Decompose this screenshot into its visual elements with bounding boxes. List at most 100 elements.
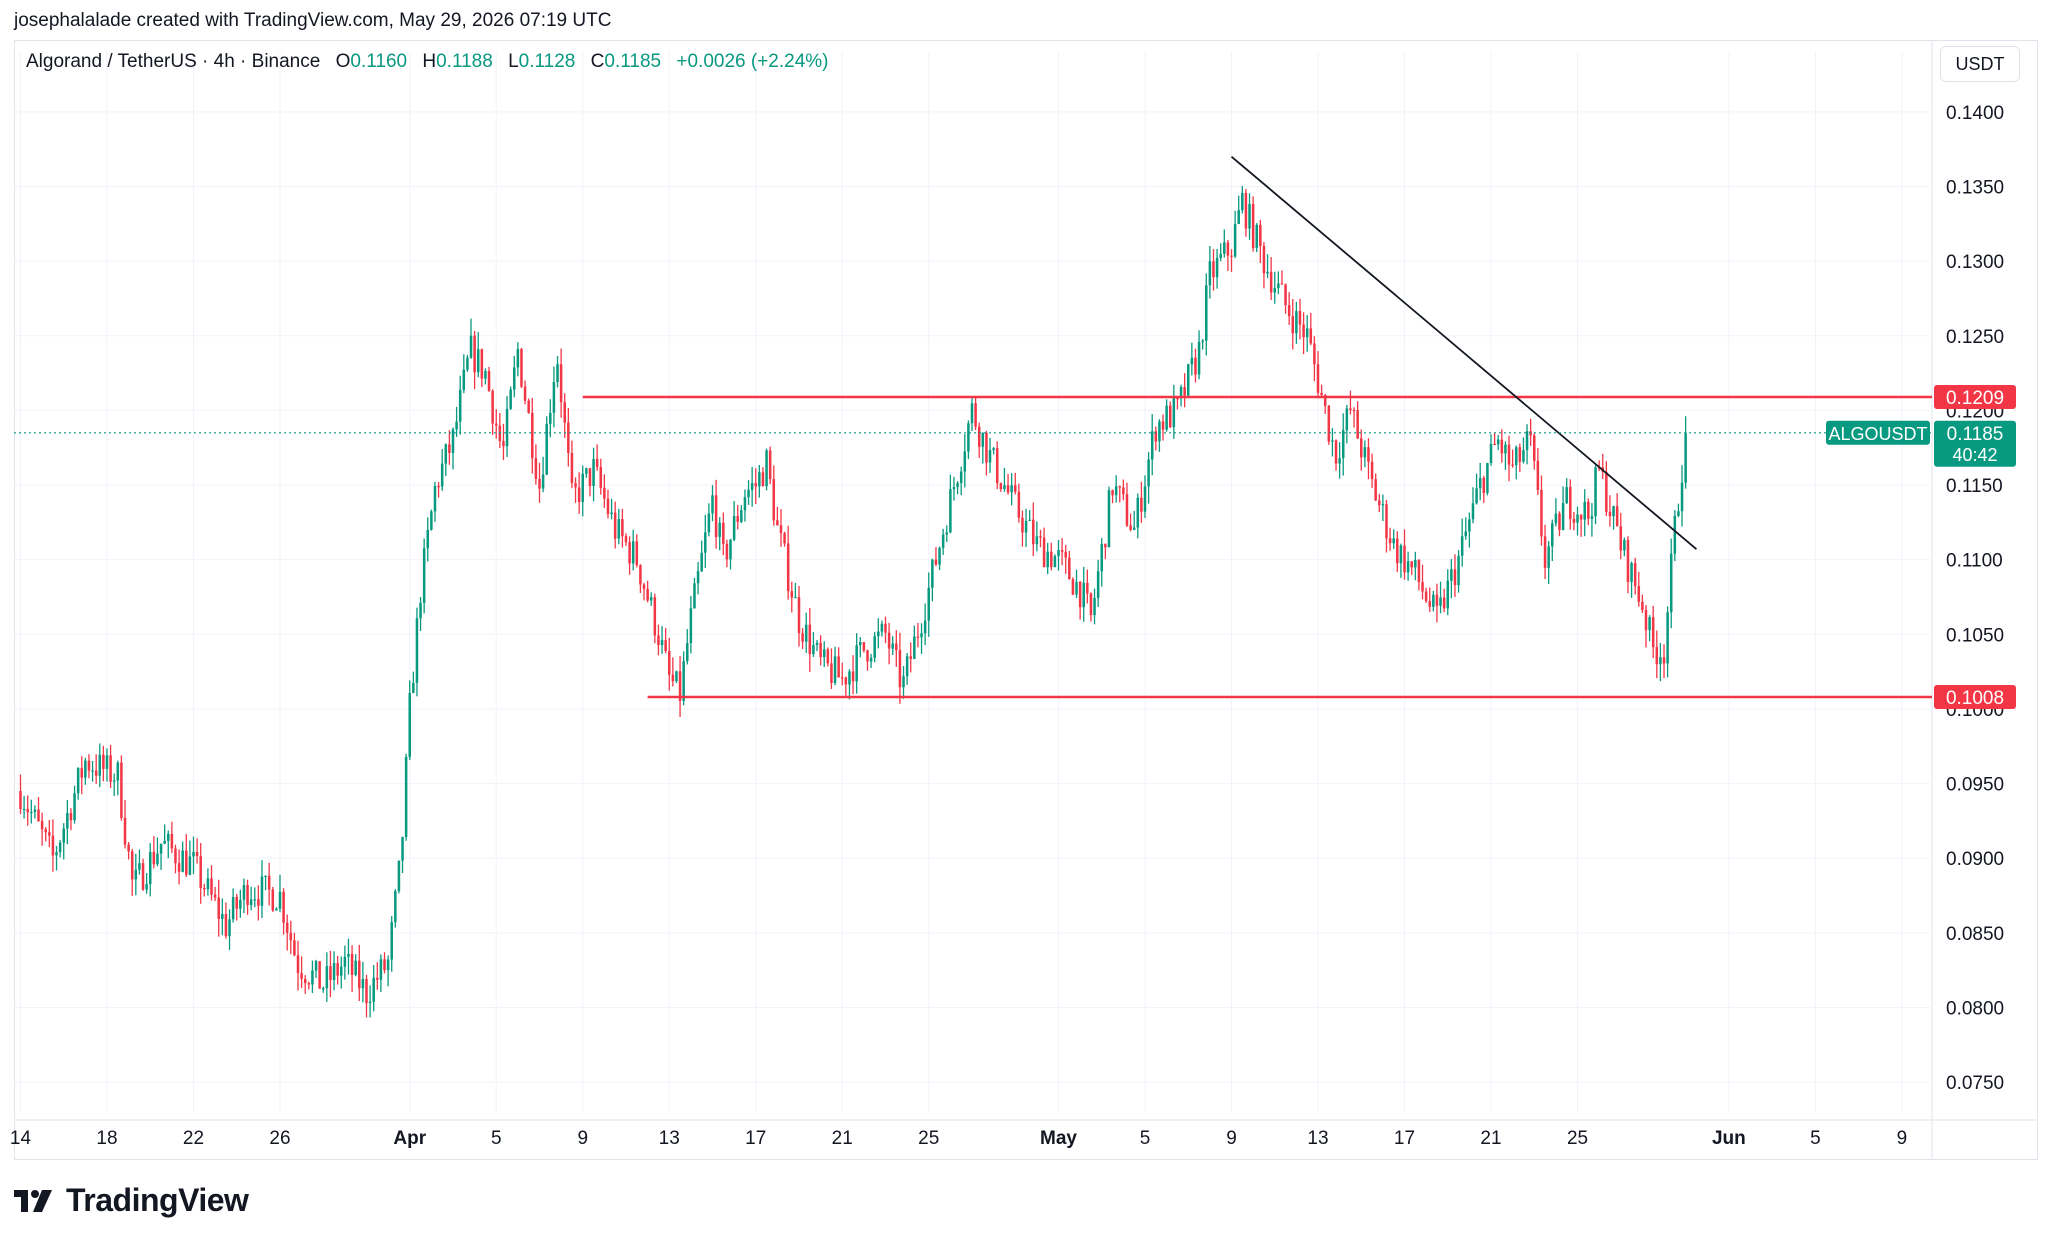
candle-body[interactable] (873, 636, 876, 658)
candle-body[interactable] (808, 624, 812, 655)
candle-body[interactable] (1341, 430, 1345, 459)
candle-body[interactable] (408, 692, 412, 757)
candle-body[interactable] (1673, 515, 1677, 554)
candle-body[interactable] (1154, 431, 1158, 442)
candle-body[interactable] (1050, 551, 1053, 568)
candle-body[interactable] (1089, 593, 1093, 616)
candle-body[interactable] (148, 851, 152, 885)
candle-body[interactable] (513, 367, 516, 390)
candle-body[interactable] (66, 813, 69, 829)
candle-body[interactable] (574, 483, 577, 488)
candle-body[interactable] (549, 412, 552, 424)
candle-body[interactable] (130, 851, 134, 880)
candle-body[interactable] (98, 754, 102, 776)
candle-body[interactable] (1525, 431, 1529, 451)
candle-body[interactable] (981, 432, 985, 447)
candle-body[interactable] (1082, 582, 1085, 608)
candle-body[interactable] (1338, 458, 1341, 464)
candle-body[interactable] (1122, 487, 1125, 495)
candle-body[interactable] (419, 602, 422, 619)
candle-body[interactable] (491, 390, 494, 424)
candle-body[interactable] (1659, 657, 1662, 665)
candle-body[interactable] (116, 762, 120, 781)
candle-body[interactable] (934, 559, 938, 565)
candle-body[interactable] (1035, 536, 1039, 545)
candle-body[interactable] (1587, 501, 1590, 519)
candle-body[interactable] (134, 869, 138, 880)
candle-body[interactable] (729, 539, 732, 560)
candle-body[interactable] (1356, 410, 1359, 439)
candle-body[interactable] (1514, 447, 1518, 466)
candle-body[interactable] (1183, 387, 1186, 396)
candle-body[interactable] (1032, 519, 1035, 545)
candle-body[interactable] (1651, 617, 1655, 648)
candle-body[interactable] (794, 597, 797, 599)
candle-body[interactable] (880, 623, 884, 632)
candle-body[interactable] (887, 632, 891, 649)
candle-body[interactable] (1068, 557, 1071, 580)
candle-body[interactable] (26, 808, 29, 813)
candle-body[interactable] (44, 829, 47, 833)
candle-body[interactable] (181, 850, 184, 872)
candle-body[interactable] (394, 891, 397, 923)
candle-body[interactable] (959, 471, 963, 484)
candle-body[interactable] (1280, 283, 1284, 285)
candle-body[interactable] (1223, 242, 1226, 254)
candle-body[interactable] (822, 649, 826, 658)
candle-body[interactable] (195, 851, 199, 857)
candle-body[interactable] (1396, 538, 1399, 564)
trend-line[interactable] (1230, 155, 1698, 550)
candle-body[interactable] (62, 828, 65, 843)
candle-body[interactable] (296, 955, 300, 974)
candle-body[interactable] (1414, 559, 1417, 568)
candle-body[interactable] (102, 754, 105, 769)
candle-body[interactable] (1104, 544, 1107, 548)
candle-body[interactable] (754, 483, 758, 487)
symbol-description[interactable]: Algorand / TetherUS · 4h · Binance (26, 51, 321, 72)
candle-body[interactable] (1424, 591, 1428, 602)
candle-body[interactable] (84, 760, 87, 778)
candle-body[interactable] (913, 636, 916, 660)
candle-body[interactable] (109, 755, 112, 782)
candle-body[interactable] (837, 656, 840, 678)
candle-body[interactable] (1284, 284, 1287, 306)
candle-body[interactable] (1511, 464, 1514, 466)
candle-body[interactable] (1118, 486, 1122, 488)
candle-body[interactable] (440, 463, 444, 487)
candle-body[interactable] (192, 851, 195, 857)
candle-body[interactable] (1114, 486, 1118, 496)
candle-body[interactable] (722, 522, 725, 544)
candle-body[interactable] (1071, 579, 1075, 595)
candle-body[interactable] (610, 512, 613, 515)
candle-body[interactable] (581, 473, 585, 503)
candle-body[interactable] (1677, 511, 1680, 516)
candle-body[interactable] (448, 444, 451, 453)
candle-body[interactable] (1298, 311, 1302, 325)
candle-body[interactable] (163, 840, 166, 844)
candle-body[interactable] (523, 386, 527, 401)
candle-body[interactable] (1143, 486, 1147, 512)
candle-body[interactable] (123, 817, 127, 845)
candle-body[interactable] (588, 468, 592, 487)
candle-body[interactable] (1320, 392, 1323, 396)
candle-body[interactable] (188, 856, 192, 875)
candle-body[interactable] (1464, 531, 1468, 537)
candle-body[interactable] (1450, 569, 1453, 581)
candle-body[interactable] (336, 963, 339, 976)
candle-body[interactable] (1363, 447, 1367, 458)
candle-body[interactable] (1287, 305, 1291, 317)
candle-body[interactable] (585, 468, 588, 474)
candle-body[interactable] (967, 423, 970, 452)
candle-body[interactable] (1669, 553, 1673, 613)
candle-body[interactable] (185, 850, 188, 875)
candle-body[interactable] (1132, 527, 1136, 530)
candle-body[interactable] (1078, 581, 1082, 608)
candle-body[interactable] (166, 833, 170, 841)
candle-body[interactable] (437, 485, 440, 488)
candle-body[interactable] (844, 677, 848, 685)
candle-body[interactable] (1590, 516, 1594, 519)
candle-body[interactable] (51, 835, 55, 856)
candle-body[interactable] (1334, 440, 1338, 464)
candle-body[interactable] (1385, 504, 1388, 539)
candle-body[interactable] (1042, 537, 1046, 568)
